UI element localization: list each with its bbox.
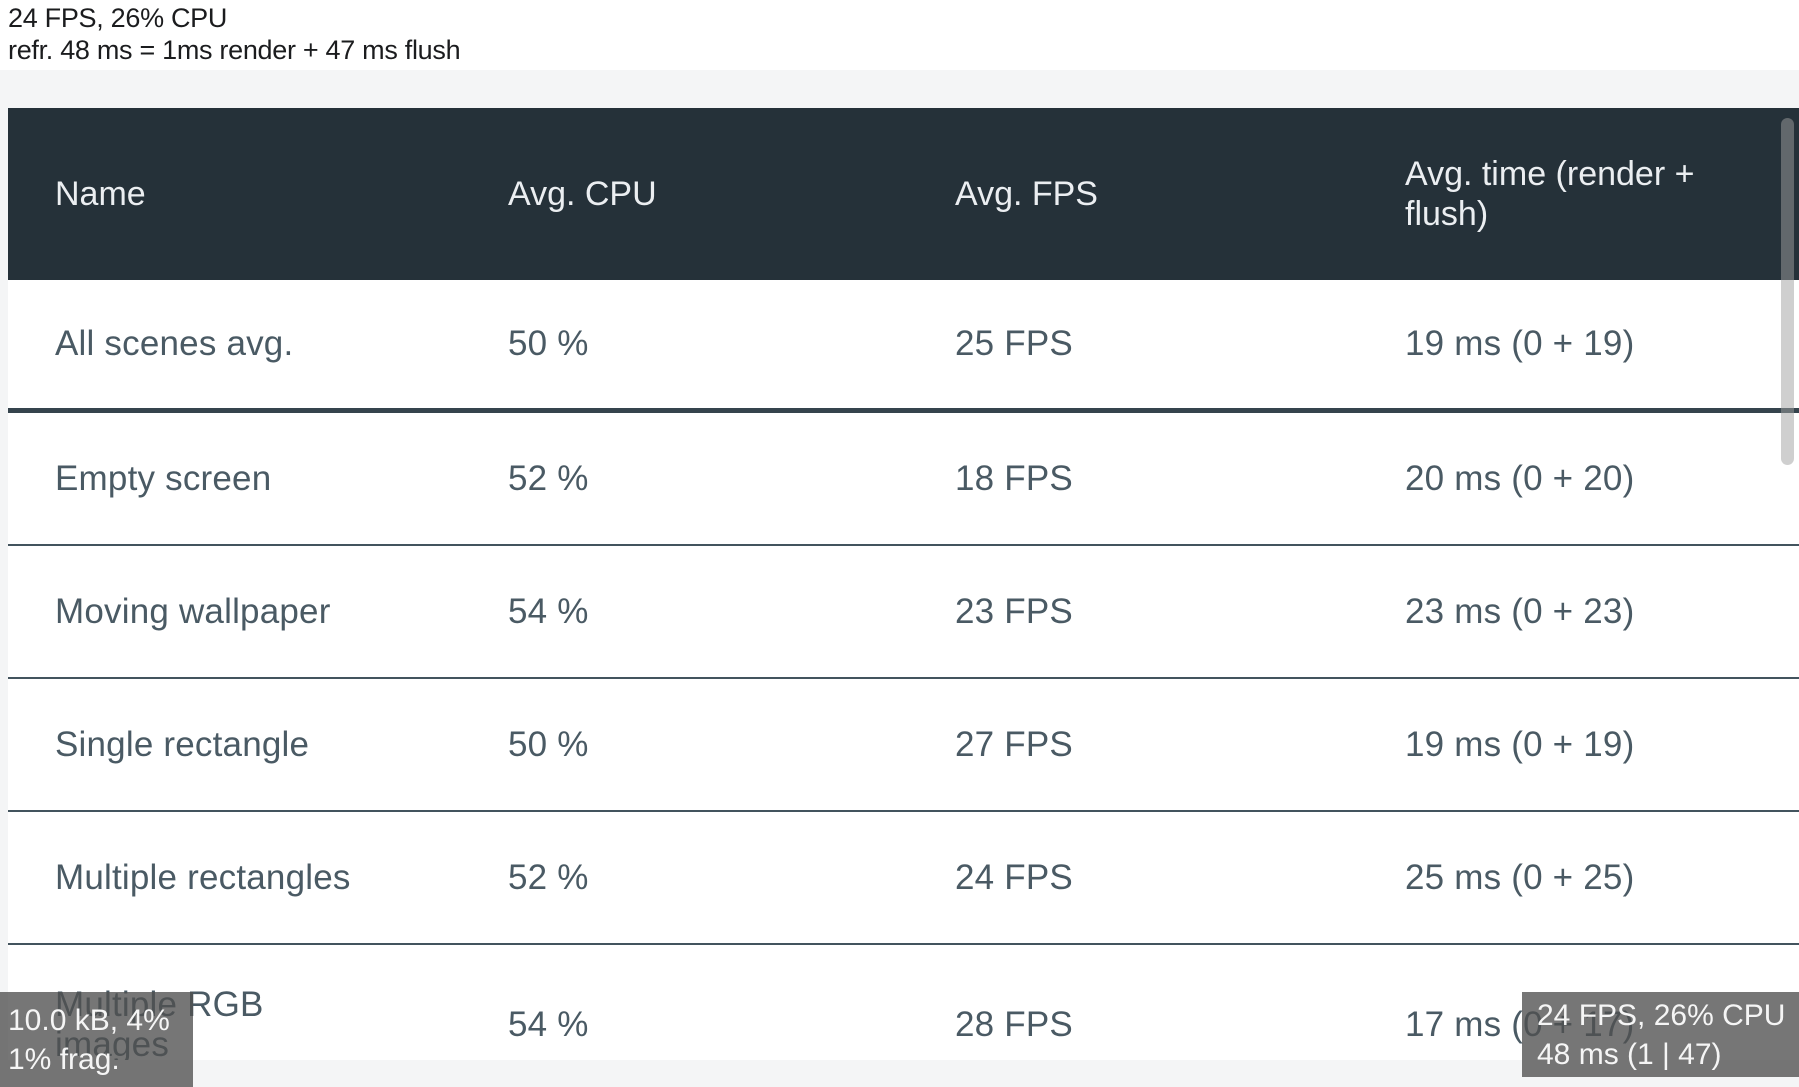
performance-overlay-line2: 48 ms (1 | 47) [1537, 1037, 1722, 1071]
fps-stats-overlay: 24 FPS, 26% CPU refr. 48 ms = 1ms render… [8, 2, 461, 66]
cell-time: 19 ms (0 + 19) [1405, 724, 1635, 764]
cell-name: All scenes avg. [55, 324, 294, 363]
cell-fps: 23 FPS [955, 591, 1073, 631]
memory-usage-overlay: 10.0 kB, 4% 1% frag. [0, 992, 193, 1087]
cell-cpu: 52 % [508, 857, 589, 897]
memory-overlay-line2: 1% frag. [8, 1042, 120, 1076]
cell-fps: 18 FPS [955, 458, 1073, 498]
table-row: Empty screen 52 % 18 FPS 20 ms (0 + 20) [8, 413, 1799, 546]
cell-cpu: 50 % [508, 324, 589, 363]
table-row: Single rectangle 50 % 27 FPS 19 ms (0 + … [8, 679, 1799, 812]
cell-time: 19 ms (0 + 19) [1405, 324, 1635, 363]
column-header-avg-time: Avg. time (render + flush) [1405, 155, 1695, 233]
column-header-name: Name [55, 175, 146, 213]
cell-fps: 24 FPS [955, 857, 1073, 897]
cell-cpu: 54 % [508, 591, 589, 631]
fps-stats-line1: 24 FPS, 26% CPU [8, 3, 228, 33]
cell-time: 25 ms (0 + 25) [1405, 857, 1635, 897]
column-header-avg-fps: Avg. FPS [955, 175, 1098, 213]
cell-cpu: 50 % [508, 724, 589, 764]
cell-fps: 25 FPS [955, 324, 1073, 363]
cell-name: Single rectangle [55, 724, 310, 764]
column-header-avg-cpu: Avg. CPU [508, 175, 657, 213]
performance-overlay: 24 FPS, 26% CPU 48 ms (1 | 47) [1522, 992, 1799, 1077]
table-row: All scenes avg. 50 % 25 FPS 19 ms (0 + 1… [8, 280, 1799, 413]
cell-fps: 28 FPS [955, 1005, 1073, 1044]
benchmark-results-table: Name Avg. CPU Avg. FPS Avg. time (render… [8, 108, 1799, 1060]
memory-overlay-line1: 10.0 kB, 4% [8, 1003, 170, 1037]
vertical-scrollbar-thumb[interactable] [1781, 118, 1794, 465]
cell-fps: 27 FPS [955, 724, 1073, 764]
cell-name: Moving wallpaper [55, 591, 331, 631]
fps-stats-line2: refr. 48 ms = 1ms render + 47 ms flush [8, 35, 461, 65]
cell-cpu: 54 % [508, 1005, 589, 1044]
performance-overlay-line1: 24 FPS, 26% CPU [1537, 998, 1786, 1032]
cell-time: 20 ms (0 + 20) [1405, 458, 1635, 498]
table-row: Multiple rectangles 52 % 24 FPS 25 ms (0… [8, 812, 1799, 945]
table-row: Moving wallpaper 54 % 23 FPS 23 ms (0 + … [8, 546, 1799, 679]
cell-time: 23 ms (0 + 23) [1405, 591, 1635, 631]
table-header-row: Name Avg. CPU Avg. FPS Avg. time (render… [8, 108, 1799, 280]
cell-cpu: 52 % [508, 458, 589, 498]
cell-name: Empty screen [55, 458, 272, 498]
cell-name: Multiple rectangles [55, 857, 351, 897]
